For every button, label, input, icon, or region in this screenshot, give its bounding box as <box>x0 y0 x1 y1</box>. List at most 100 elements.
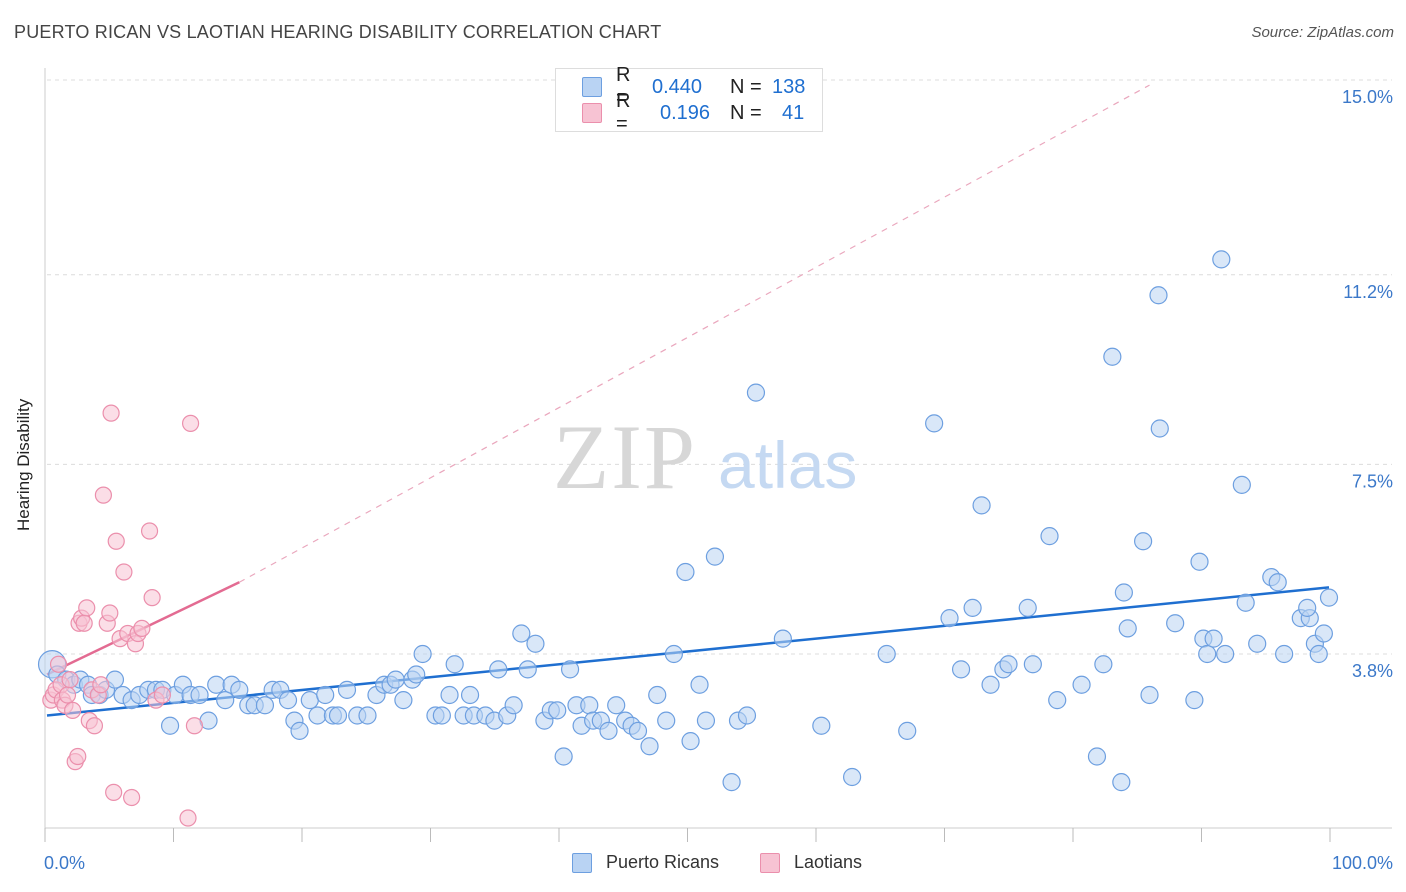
y-tick-label: 15.0% <box>1342 87 1393 107</box>
tick-labels: 3.8% 7.5% 11.2% 15.0% 0.0% 100.0% <box>44 87 1393 873</box>
data-point-laotians <box>115 563 133 581</box>
data-point-laotians <box>179 809 197 827</box>
data-point-puerto-ricans <box>1232 475 1251 494</box>
data-point-puerto-ricans <box>358 706 377 725</box>
data-point-puerto-ricans <box>518 660 537 679</box>
data-point-puerto-ricans <box>1072 675 1091 694</box>
data-point-puerto-ricans <box>413 644 432 664</box>
data-point-puerto-ricans <box>489 660 508 679</box>
series-laotians <box>42 404 204 827</box>
legend-swatch-pink <box>582 103 602 123</box>
data-point-puerto-ricans <box>394 691 413 710</box>
series-puerto-ricans <box>37 250 1339 792</box>
data-point-laotians <box>69 747 87 766</box>
data-point-puerto-ricans <box>580 696 599 715</box>
data-point-puerto-ricans <box>1023 655 1042 674</box>
legend: R = 0.440 N = 138 R = 0.196 N = 41 <box>555 64 823 135</box>
data-point-puerto-ricans <box>705 547 725 566</box>
data-point-puerto-ricans <box>640 737 659 756</box>
data-point-puerto-ricans <box>290 721 309 740</box>
data-point-puerto-ricans <box>504 696 523 715</box>
data-point-puerto-ricans <box>1236 593 1255 612</box>
data-point-puerto-ricans <box>1048 691 1067 710</box>
data-point-puerto-ricans <box>981 675 1000 694</box>
data-point-puerto-ricans <box>999 655 1018 674</box>
data-point-puerto-ricans <box>445 655 464 674</box>
legend-r-label: R = <box>616 90 631 135</box>
data-point-laotians <box>92 676 110 694</box>
data-point-puerto-ricans <box>1150 419 1169 438</box>
data-point-puerto-ricans <box>1140 685 1159 705</box>
data-point-puerto-ricans <box>216 691 235 710</box>
data-point-puerto-ricans <box>722 773 741 792</box>
data-point-laotians <box>61 671 79 689</box>
source-label: Source: ZipAtlas.com <box>1251 24 1394 41</box>
data-point-puerto-ricans <box>190 685 209 705</box>
chart-title: PUERTO RICAN VS LAOTIAN HEARING DISABILI… <box>14 22 662 42</box>
y-tick-label: 7.5% <box>1352 471 1393 491</box>
data-point-puerto-ricans <box>1275 644 1294 664</box>
x-tick-label: 0.0% <box>44 853 85 873</box>
bottom-legend-puerto-ricans: Puerto Ricans <box>572 852 719 873</box>
y-tick-label: 11.2% <box>1343 282 1393 302</box>
data-point-puerto-ricans <box>300 691 319 710</box>
watermark-zip: ZIP <box>553 406 697 508</box>
data-point-puerto-ricans <box>690 675 709 694</box>
trend-line-laotians-extended <box>239 84 1150 583</box>
bottom-legend-label: Laotians <box>794 852 863 872</box>
data-point-puerto-ricans <box>160 716 180 735</box>
grid-lines <box>47 79 1392 655</box>
y-axis-label-wrap: Hearing Disability <box>14 324 34 531</box>
data-point-puerto-ricans <box>207 675 226 694</box>
y-axis-label: Hearing Disability <box>14 398 33 531</box>
legend-swatch-blue <box>582 77 602 97</box>
data-point-puerto-ricans <box>648 685 667 705</box>
legend-n-label: N = <box>730 75 762 98</box>
data-point-laotians <box>185 717 204 735</box>
data-point-laotians <box>64 701 82 719</box>
data-point-puerto-ricans <box>554 747 573 766</box>
data-point-puerto-ricans <box>925 414 944 433</box>
legend-r-value: 0.440 <box>652 75 703 98</box>
data-point-laotians <box>107 532 125 550</box>
data-point-puerto-ricans <box>1248 634 1267 653</box>
data-point-puerto-ricans <box>877 644 896 664</box>
data-point-puerto-ricans <box>1212 250 1231 269</box>
data-point-puerto-ricans <box>1314 624 1333 643</box>
data-point-puerto-ricans <box>407 665 426 684</box>
data-point-puerto-ricans <box>657 711 676 730</box>
data-point-puerto-ricans <box>842 767 862 787</box>
trend-lines <box>46 84 1330 717</box>
data-point-puerto-ricans <box>696 711 716 730</box>
bottom-legend-laotians: Laotians <box>760 852 862 873</box>
data-point-laotians <box>140 522 159 540</box>
data-point-puerto-ricans <box>607 696 626 715</box>
data-point-puerto-ricans <box>1114 583 1133 602</box>
data-point-puerto-ricans <box>1216 644 1235 664</box>
watermark: ZIP atlas <box>553 406 857 508</box>
data-point-puerto-ricans <box>664 644 683 664</box>
data-point-laotians <box>78 599 96 617</box>
data-point-puerto-ricans <box>963 598 982 617</box>
data-point-puerto-ricans <box>1298 598 1317 617</box>
data-point-puerto-ricans <box>1112 773 1131 792</box>
data-point-puerto-ricans <box>746 383 766 402</box>
data-point-puerto-ricans <box>308 706 327 725</box>
data-point-puerto-ricans <box>1103 347 1122 366</box>
data-point-laotians <box>123 788 141 807</box>
data-point-puerto-ricans <box>1190 552 1209 571</box>
data-point-puerto-ricans <box>1087 747 1107 766</box>
data-point-puerto-ricans <box>230 680 249 699</box>
x-tick-label: 100.0% <box>1332 853 1393 873</box>
data-point-puerto-ricans <box>599 721 618 740</box>
legend-row-puerto-ricans: R = 0.440 N = 138 <box>582 64 812 109</box>
bottom-legend-swatch-blue <box>572 852 592 873</box>
data-point-puerto-ricans <box>898 721 917 740</box>
y-tick-label: 3.8% <box>1352 661 1393 681</box>
data-point-laotians <box>85 717 104 735</box>
data-point-puerto-ricans <box>676 562 695 582</box>
data-point-puerto-ricans <box>972 496 991 515</box>
data-point-puerto-ricans <box>440 685 459 705</box>
legend-r-label: R = <box>616 64 631 109</box>
